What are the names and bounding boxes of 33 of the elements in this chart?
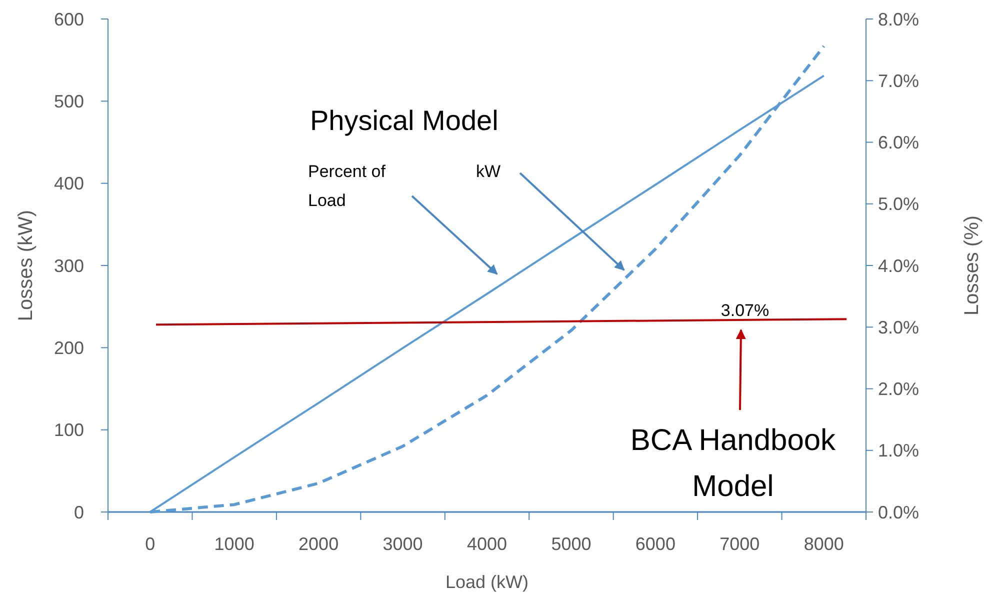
x-axis-title: Load (kW) xyxy=(445,572,529,592)
y-tick-label: 0 xyxy=(74,502,84,522)
y2-tick-label: 7.0% xyxy=(878,70,920,91)
x-tick-label: 5000 xyxy=(551,534,592,554)
y2-tick-label: 2.0% xyxy=(878,379,920,400)
annotation: kW xyxy=(476,162,501,181)
y-tick-label: 100 xyxy=(54,420,84,440)
y-tick-label: 400 xyxy=(54,174,84,194)
x-tick-label: 1000 xyxy=(214,534,254,554)
y2-tick-label: 3.0% xyxy=(878,317,920,338)
y-tick-label: 500 xyxy=(54,91,84,112)
y2-tick-label: 4.0% xyxy=(878,256,920,276)
annotation: Percent of Load xyxy=(308,162,386,210)
x-tick-label: 6000 xyxy=(635,534,676,554)
annotation: Physical Model xyxy=(310,105,498,136)
y-tick-label: 600 xyxy=(54,9,84,30)
y-tick-label: 200 xyxy=(54,338,84,358)
x-tick-label: 0 xyxy=(145,534,156,554)
annotation: BCA Handbook Model xyxy=(630,424,837,503)
x-tick-label: 4000 xyxy=(466,534,508,554)
y2-tick-label: 1.0% xyxy=(878,440,920,461)
y2-tick-label: 0.0% xyxy=(878,502,920,522)
y2-tick-label: 8.0% xyxy=(878,9,920,30)
y2-tick-label: 6.0% xyxy=(878,132,920,153)
y2-axis-title: Losses (%) xyxy=(961,215,983,316)
x-tick-label: 7000 xyxy=(720,534,760,554)
y-axis-title: Losses (kW) xyxy=(15,210,37,322)
x-tick-label: 2000 xyxy=(298,534,339,554)
y2-tick-label: 5.0% xyxy=(878,194,920,214)
y-tick-label: 300 xyxy=(54,256,84,276)
annotation: 3.07% xyxy=(720,301,770,320)
x-tick-label: 3000 xyxy=(382,534,423,554)
x-tick-label: 8000 xyxy=(804,534,844,554)
